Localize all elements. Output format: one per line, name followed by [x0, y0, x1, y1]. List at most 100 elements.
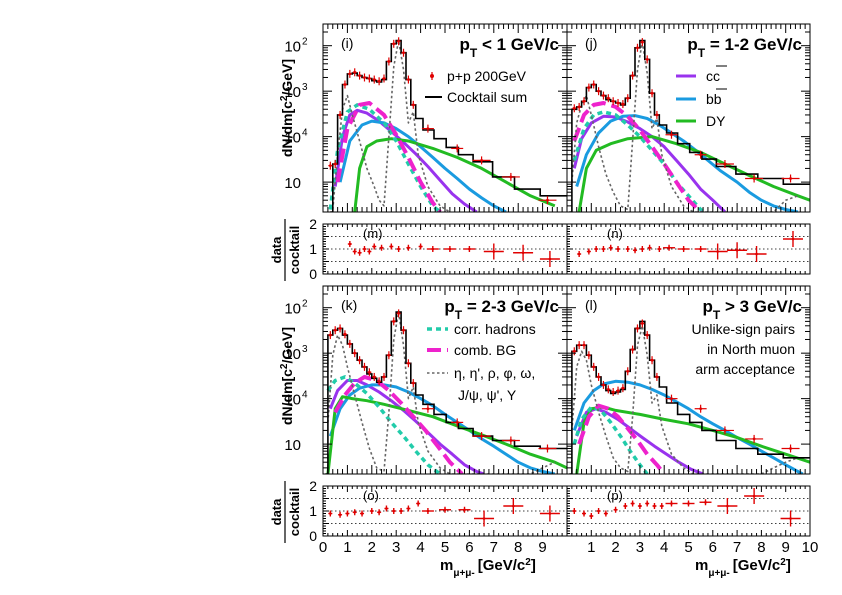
data-point	[601, 91, 606, 100]
data-point	[391, 317, 396, 326]
ratio-point	[577, 251, 582, 257]
data-point	[333, 160, 338, 169]
data-point	[362, 73, 367, 82]
data-point-marker	[411, 381, 415, 385]
ratio-point-marker	[590, 514, 593, 518]
curve-corr-hadrons	[326, 375, 442, 474]
ratio-point	[665, 500, 678, 507]
ratio-point	[406, 244, 411, 251]
curve-comb-bg	[333, 374, 464, 474]
data-point-marker	[411, 103, 415, 107]
data-point	[611, 387, 616, 396]
data-point-marker	[597, 375, 600, 379]
data-point-marker	[621, 386, 625, 390]
ratio-point-marker	[419, 245, 422, 248]
y-tick-label-exponent: 4	[302, 390, 308, 401]
ratio-tick-label: 1	[309, 241, 317, 257]
y-tick-label: 10	[284, 84, 301, 101]
y-tick-label: 10	[284, 346, 301, 363]
data-point-marker	[670, 133, 673, 137]
ratio-point-marker	[614, 508, 617, 512]
data-point-marker	[387, 60, 391, 63]
data-point-marker	[358, 74, 361, 77]
data-point-marker	[655, 113, 659, 117]
data-point	[367, 368, 372, 377]
ratio-point-marker	[358, 251, 361, 255]
data-point	[601, 380, 606, 389]
ratio-point	[458, 506, 471, 513]
ratio-label-data: data	[269, 498, 284, 526]
curve-corr-hadrons	[328, 103, 442, 212]
ratio-point	[439, 506, 451, 513]
ratio-point	[539, 505, 560, 522]
pt-label-sub: T	[470, 46, 478, 60]
data-point	[586, 83, 591, 92]
curve-bbbar	[575, 114, 799, 212]
data-point-marker	[602, 383, 605, 387]
data-point-marker	[372, 375, 376, 379]
data-point	[472, 432, 491, 441]
data-point-marker	[402, 328, 405, 332]
data-point-marker	[382, 77, 386, 80]
legend-res-label-1: η, η', ρ, φ, ω,	[454, 365, 535, 381]
x-tick-label: 3	[392, 539, 400, 556]
ratio-tick-label: 2	[309, 478, 317, 494]
ratio-point-marker	[363, 247, 366, 251]
x-tick-label: 1	[343, 539, 351, 556]
data-point	[611, 97, 616, 106]
data-point-marker	[789, 447, 792, 450]
pt-label-p: p	[460, 35, 470, 54]
data-point	[396, 309, 401, 318]
ratio-point-marker	[377, 510, 381, 514]
ratio-point	[582, 510, 587, 517]
pt-range-label: pT = 1-2 GeV/c	[687, 35, 802, 60]
data-point	[367, 74, 372, 83]
data-point-marker	[592, 83, 596, 86]
ratio-point	[372, 243, 377, 250]
data-point-marker	[480, 434, 483, 438]
data-point-marker	[348, 342, 352, 346]
data-point-marker	[509, 175, 513, 179]
curve-comb-bg	[572, 101, 702, 212]
pt-label-text: < 1 GeV/c	[477, 35, 559, 54]
x-tick-label: 10	[802, 539, 819, 556]
panel-j: (j) (n) pT = 1-2 GeV/c	[566, 23, 811, 275]
y-tick-label: 10	[284, 437, 301, 454]
ratio-point-marker	[577, 252, 581, 256]
panel-tag: (i)	[341, 35, 353, 51]
data-point-marker	[699, 407, 703, 411]
ratio-points	[347, 241, 560, 267]
ratio-point	[647, 244, 652, 251]
data-point	[538, 444, 557, 453]
ratio-point	[347, 241, 352, 247]
ratio-point-marker	[633, 248, 637, 252]
pt-label-p: p	[444, 297, 454, 316]
ratio-point	[682, 500, 695, 507]
curve-bbbar	[328, 383, 556, 474]
pt-label-sub: T	[713, 308, 721, 322]
data-point	[635, 324, 640, 333]
data-point-marker	[363, 76, 366, 79]
ratio-point-marker	[789, 517, 792, 520]
y-axis-label-top: dN/dm[c2/GeV]	[279, 59, 296, 157]
data-point-marker	[636, 327, 639, 330]
data-point	[645, 55, 650, 64]
data-point	[640, 38, 645, 47]
ratio-point-marker	[407, 507, 410, 510]
data-point	[715, 426, 734, 435]
legend-cocktail-label: Cocktail sum	[447, 89, 527, 105]
data-point	[362, 362, 367, 371]
data-point-marker	[455, 147, 459, 150]
ratio-point	[677, 246, 690, 252]
x-tick-label: 4	[660, 539, 668, 556]
data-point	[650, 89, 655, 98]
data-point	[694, 404, 707, 413]
data-point	[411, 100, 416, 109]
ratio-point-marker	[648, 246, 651, 250]
data-point	[357, 356, 362, 365]
data-point	[596, 372, 601, 381]
data-point	[586, 351, 591, 360]
ratio-panel-tag: (n)	[607, 226, 623, 241]
data-point-marker	[480, 159, 483, 162]
